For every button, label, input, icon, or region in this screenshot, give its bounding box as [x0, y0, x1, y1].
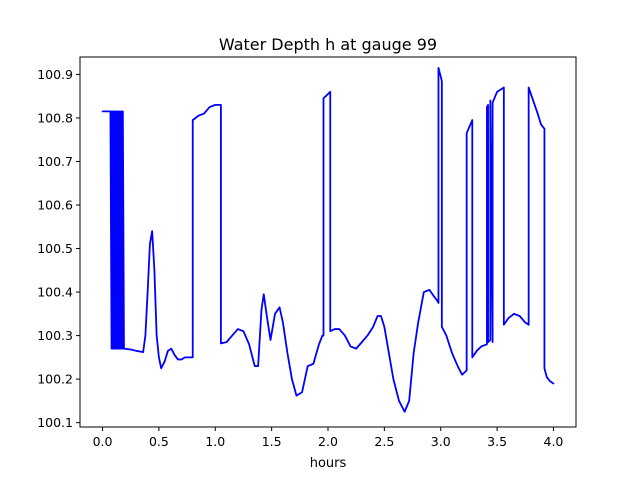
x-tick-label: 3.0 [431, 434, 451, 449]
series-line [101, 66, 555, 413]
chart-title: Water Depth h at gauge 99 [219, 35, 437, 54]
x-tick-label: 2.5 [374, 434, 394, 449]
y-tick-label: 100.2 [37, 372, 73, 387]
x-tick-label: 1.0 [205, 434, 225, 449]
y-tick-label: 100.4 [37, 285, 73, 300]
x-tick-label: 1.5 [262, 434, 282, 449]
plot-frame [79, 56, 577, 428]
y-tick-label: 100.9 [37, 67, 73, 82]
x-tick-label: 4.0 [544, 434, 564, 449]
y-tick-label: 100.6 [37, 198, 73, 213]
x-tick-label: 3.5 [487, 434, 507, 449]
y-tick-label: 100.7 [37, 154, 73, 169]
x-axis-label: hours [310, 456, 347, 471]
y-axis: 100.1 100.2 100.3 100.4 100.5 100.6 100.7 100.8… [37, 67, 80, 430]
x-tick-label: 2.0 [318, 434, 338, 449]
x-tick-label: 0.0 [93, 434, 113, 449]
y-tick-label: 100.5 [37, 241, 73, 256]
x-tick-label: 0.5 [149, 434, 169, 449]
y-tick-label: 100.3 [37, 328, 73, 343]
x-axis: 0.0 0.5 1.0 1.5 2.0 2.5 3.0 3.5 4.0 [93, 427, 564, 449]
series-layer [101, 66, 555, 413]
y-tick-label: 100.8 [37, 110, 73, 125]
y-tick-label: 100.1 [37, 415, 73, 430]
